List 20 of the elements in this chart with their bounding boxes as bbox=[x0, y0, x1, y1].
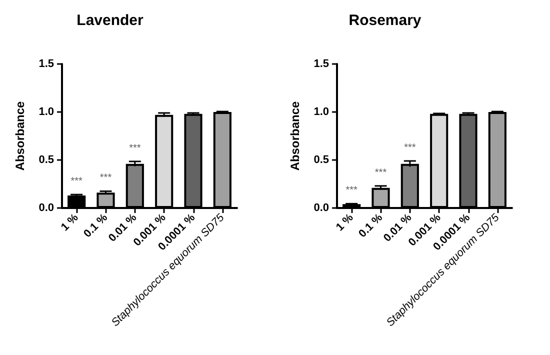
annotation: *** bbox=[346, 185, 358, 196]
annotation: *** bbox=[404, 142, 416, 154]
y-axis-title: Absorbance bbox=[13, 101, 27, 171]
y-tick-label: 1.0 bbox=[314, 106, 329, 118]
y-tick-label: 0.0 bbox=[38, 202, 54, 214]
annotation: *** bbox=[70, 176, 83, 188]
chart-title: Rosemary bbox=[348, 12, 422, 29]
y-axis-title: Absorbance bbox=[288, 101, 302, 171]
y-tick-label: 0.5 bbox=[314, 154, 329, 166]
y-tick-label: 0.5 bbox=[38, 154, 54, 166]
y-tick-label: 1.0 bbox=[38, 106, 54, 118]
x-tick-label: 1 % bbox=[334, 212, 356, 234]
y-tick-label: 0.0 bbox=[314, 202, 329, 214]
chart-title: Lavender bbox=[76, 12, 144, 29]
y-tick-label: 1.5 bbox=[38, 58, 54, 70]
x-tick-label: 1 % bbox=[58, 212, 81, 234]
annotation: *** bbox=[374, 167, 387, 178]
annotation: *** bbox=[100, 172, 112, 184]
y-tick-label: 1.5 bbox=[314, 58, 329, 70]
annotation: *** bbox=[129, 142, 141, 154]
